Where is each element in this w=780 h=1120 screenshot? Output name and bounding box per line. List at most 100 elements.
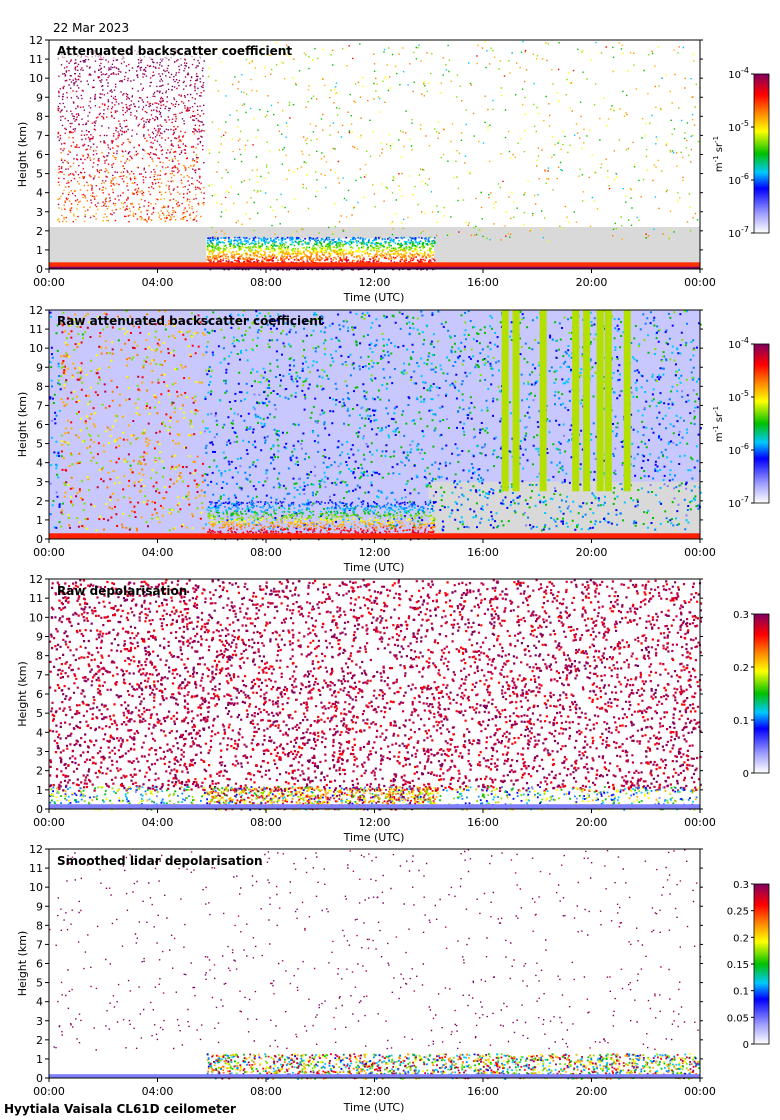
y-tick-label: 4 [36, 187, 43, 200]
y-tick-label: 12 [29, 843, 43, 856]
x-tick-label: 00:00 [33, 816, 65, 829]
heatmap-cells [208, 509, 426, 518]
panel-1-heatmap [49, 40, 701, 271]
x-tick-label: 08:00 [250, 546, 282, 559]
panel-3-colorbar-scale [753, 613, 770, 774]
heatmap-cells [207, 512, 436, 521]
x-tick-label: 04:00 [142, 1085, 174, 1098]
heatmap-cells [206, 239, 436, 250]
heatmap-cells [57, 50, 205, 177]
x-tick-label: 00:00 [684, 276, 716, 289]
x-tick-label: 00:00 [33, 1085, 65, 1098]
x-tick-label: 16:00 [467, 816, 499, 829]
y-tick-label: 8 [36, 919, 43, 932]
panel-1-colorbar-ticks: 10-710-610-510-4 [728, 66, 754, 240]
footer-caption: Hyytiala Vaisala CL61D ceilometer [4, 1102, 236, 1116]
x-tick-label: 20:00 [576, 546, 608, 559]
y-tick-label: 2 [36, 765, 43, 778]
y-tick-label: 10 [29, 342, 43, 355]
x-tick-label: 08:00 [250, 816, 282, 829]
x-tick-label: 00:00 [684, 816, 716, 829]
y-tick-label: 2 [36, 495, 43, 508]
colorbar-tick-exp: -6 [741, 442, 749, 451]
y-tick-label: 1 [36, 244, 43, 257]
y-tick-label: 9 [36, 631, 43, 644]
panel-3-title: Raw depolarisation [57, 584, 187, 598]
bright-stripe [539, 310, 547, 492]
panel-1-x-label: Time (UTC) [343, 291, 405, 304]
panel-2-colorbar-scale [753, 343, 770, 504]
y-tick-label: 4 [36, 726, 43, 739]
y-tick-label: 8 [36, 110, 43, 123]
y-tick-label: 3 [36, 1015, 43, 1028]
y-tick-label: 7 [36, 129, 43, 142]
heatmap-cells [206, 42, 695, 242]
panel-4-x-axis: 00:00 04:00 08:00 12:00 16:00 20:00 00:00 [33, 1078, 716, 1098]
colorbar-tick-exp: -4 [741, 66, 749, 75]
panel-2-colorbar-unit: m-1 sr-1 [712, 406, 725, 442]
colorbar-tick-label: 0.1 [733, 987, 749, 998]
panel-2-x-label: Time (UTC) [343, 561, 405, 574]
y-tick-label: 0 [36, 533, 43, 546]
panel-4-heatmap [49, 849, 702, 1080]
x-tick-label: 16:00 [467, 1085, 499, 1098]
colorbar-tick-label: 10-5 [728, 119, 749, 134]
panel-1-y-label: Height (km) [16, 122, 29, 188]
panel-raw-attenuated-backscatter: Raw attenuated backscatter coefficient 0… [16, 304, 770, 574]
colorbar-tick-label: 0.05 [727, 1013, 749, 1024]
x-tick-label: 00:00 [33, 276, 65, 289]
x-tick-label: 08:00 [250, 1085, 282, 1098]
colorbar-tick-label: 10-4 [728, 336, 749, 351]
date-label: 22 Mar 2023 [53, 21, 129, 35]
heatmap-cells [49, 310, 702, 532]
y-tick-label: 12 [29, 304, 43, 317]
y-tick-label: 5 [36, 707, 43, 720]
panel-3-y-label: Height (km) [16, 661, 29, 727]
colorbar-tick-label: 0.3 [733, 610, 749, 621]
surface-return-core [49, 266, 700, 269]
x-tick-label: 00:00 [33, 546, 65, 559]
colorbar-tick-base: 10 [728, 229, 741, 240]
heatmap-cells [210, 42, 699, 239]
heatmap-cells [206, 236, 435, 247]
colorbar-tick-label: 10-5 [728, 389, 749, 404]
colorbar-tick-base: 10 [728, 70, 741, 81]
heatmap-cells [213, 1053, 698, 1080]
x-tick-label: 04:00 [142, 276, 174, 289]
panel-4-colorbar: 0 0.05 0.1 0.15 0.2 0.25 0.3 [727, 880, 770, 1051]
y-tick-label: 3 [36, 476, 43, 489]
y-tick-label: 2 [36, 225, 43, 238]
bright-stripe [623, 310, 631, 492]
heatmap-cells [218, 40, 694, 241]
bright-stripe [583, 310, 591, 492]
panel-1-title: Attenuated backscatter coefficient [57, 44, 292, 58]
y-tick-label: 7 [36, 669, 43, 682]
background [49, 849, 700, 1078]
colorbar-tick-base: 10 [728, 393, 741, 404]
heatmap-cells [209, 786, 436, 811]
colorbar-tick-label: 0 [743, 1040, 749, 1051]
y-tick-label: 10 [29, 881, 43, 894]
colorbar-tick-exp: -4 [741, 336, 749, 345]
colorbar-tick-base: 10 [728, 176, 741, 187]
colorbar-tick-label: 10-6 [728, 442, 749, 457]
colorbar-tick-base: 10 [728, 446, 741, 457]
y-tick-label: 6 [36, 958, 43, 971]
y-tick-label: 12 [29, 573, 43, 586]
x-tick-label: 04:00 [142, 816, 174, 829]
y-tick-label: 11 [29, 592, 43, 605]
heatmap-cells [208, 249, 432, 260]
y-tick-label: 12 [29, 34, 43, 47]
bright-stripe [512, 310, 520, 492]
panel-4-title: Smoothed lidar depolarisation [57, 854, 263, 868]
y-tick-label: 10 [29, 611, 43, 624]
surface-return [49, 533, 700, 539]
x-tick-label: 12:00 [359, 1085, 391, 1098]
panel-3-x-axis: 00:00 04:00 08:00 12:00 16:00 20:00 00:00 [33, 809, 716, 829]
bright-stripe [604, 310, 612, 492]
heatmap-cells [49, 579, 702, 792]
